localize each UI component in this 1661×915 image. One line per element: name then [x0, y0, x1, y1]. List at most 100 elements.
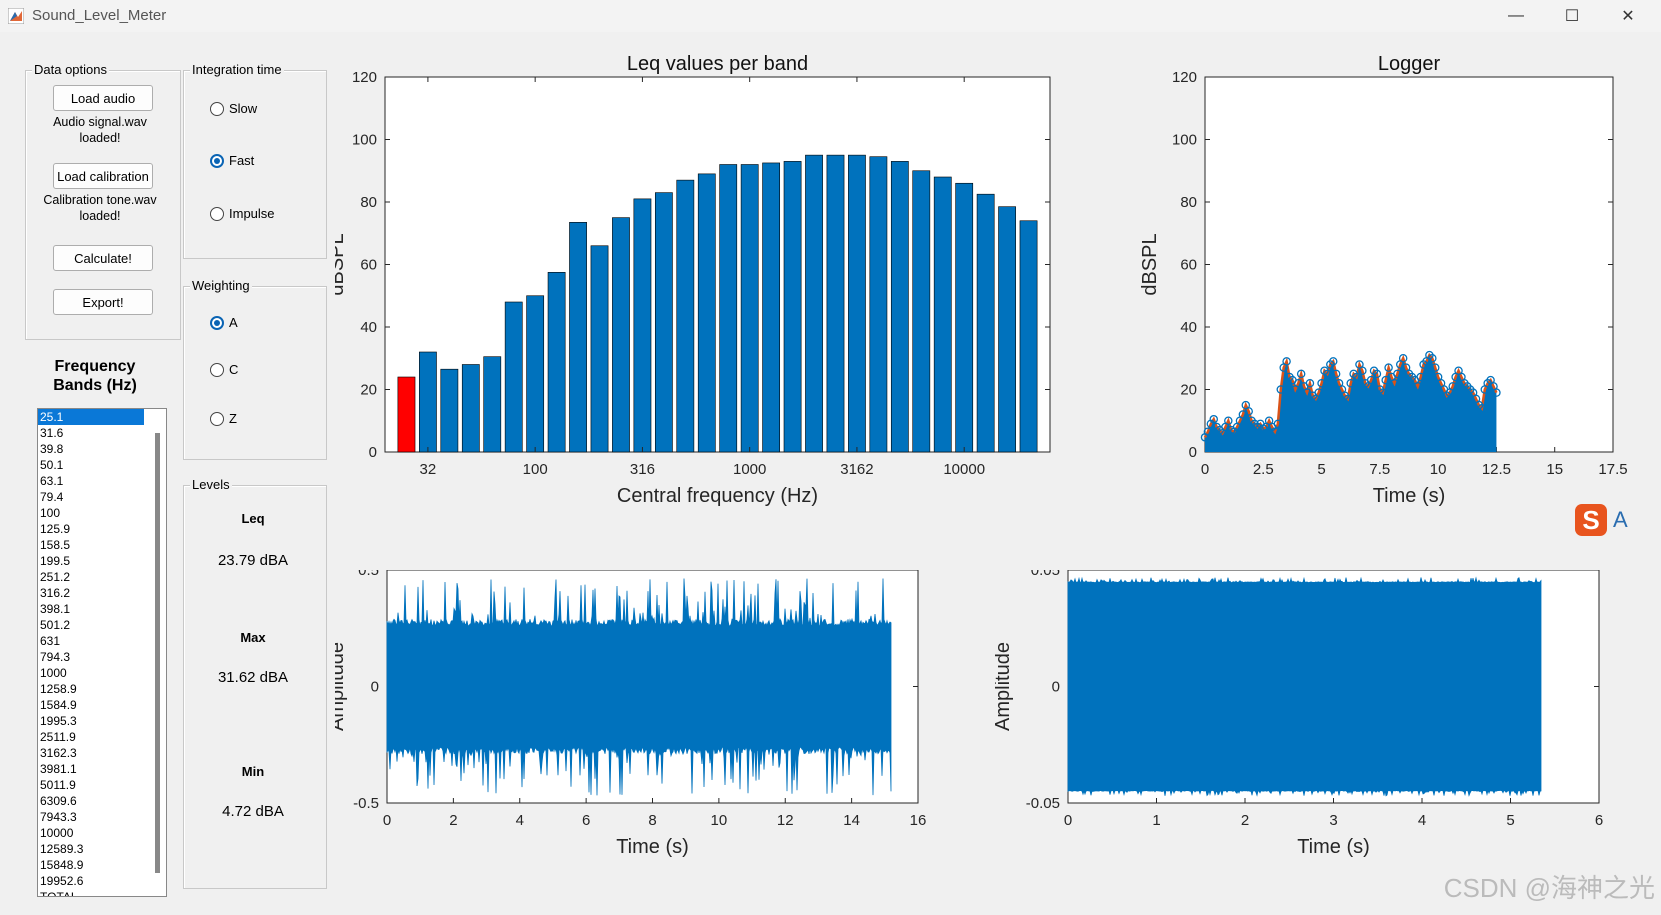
x-axis-label: Time (s) — [616, 836, 689, 858]
weighting-title: Weighting — [190, 278, 252, 293]
y-tick-label: 60 — [360, 257, 377, 274]
frequency-band-item[interactable]: 1000 — [40, 666, 67, 680]
frequency-band-item[interactable]: 631 — [40, 634, 61, 648]
frequency-band-item[interactable]: 1258.9 — [40, 682, 77, 696]
frequency-band-item[interactable]: 158.5 — [40, 538, 71, 552]
logger-marker — [1384, 363, 1393, 372]
radio-c-indicator[interactable] — [210, 362, 224, 377]
logger-marker — [1244, 407, 1253, 416]
leq-bar — [955, 182, 974, 453]
leq-bar — [633, 198, 652, 453]
ime-indicator[interactable]: S A — [1575, 504, 1628, 536]
frequency-band-item[interactable]: 12589.3 — [40, 842, 84, 856]
minimize-button[interactable]: — — [1508, 7, 1524, 24]
logger-marker — [1209, 414, 1218, 424]
radio-a[interactable]: A — [210, 315, 238, 330]
load-audio-button[interactable]: Load audio — [53, 85, 153, 111]
radio-c-label: C — [229, 362, 239, 377]
frequency-band-item[interactable]: 39.8 — [40, 442, 64, 456]
x-tick-label: 4 — [516, 812, 524, 829]
load-calibration-button[interactable]: Load calibration — [53, 163, 153, 189]
frequency-band-item[interactable]: TOTAL — [40, 890, 78, 897]
frequency-band-item[interactable]: 19952.6 — [40, 874, 84, 888]
list-scrollbar[interactable] — [155, 433, 160, 873]
window-title: Sound_Level_Meter — [32, 7, 167, 24]
y-tick-label: 0.5 — [358, 570, 379, 579]
radio-fast-label: Fast — [229, 153, 255, 168]
frequency-band-item[interactable]: 501.2 — [40, 618, 71, 632]
logger-line — [1203, 352, 1498, 438]
x-tick-label: 8 — [648, 812, 656, 829]
logger-marker — [1378, 388, 1388, 397]
frequency-band-item[interactable]: 794.3 — [40, 650, 71, 664]
frequency-bands-title: Frequency Bands (Hz) — [53, 358, 137, 394]
leq-bar — [805, 154, 823, 453]
logger-marker — [1282, 357, 1291, 366]
radio-a-indicator[interactable] — [210, 315, 224, 330]
frequency-band-item[interactable]: 63.1 — [40, 474, 64, 488]
integration-time-panel: Integration time — [183, 62, 327, 259]
export-button[interactable]: Export! — [53, 289, 153, 315]
x-tick-label: 0 — [1201, 461, 1209, 478]
y-axis-label: Amplitude — [995, 642, 1014, 731]
radio-z[interactable]: Z — [210, 411, 237, 426]
x-tick-label: 1000 — [733, 461, 766, 478]
frequency-band-item[interactable]: 251.2 — [40, 570, 71, 584]
y-tick-label: 0 — [371, 679, 379, 696]
radio-fast[interactable]: Fast — [210, 153, 254, 168]
radio-fast-indicator[interactable] — [210, 153, 224, 168]
radio-impulse[interactable]: Impulse — [210, 206, 275, 221]
frequency-band-item[interactable]: 1995.3 — [40, 714, 77, 728]
logger-marker — [1203, 427, 1213, 436]
frequency-bands-list[interactable]: 25.1 31.6 39.8 50.1 63.1 79.4 100 125.9 158.5 199… — [37, 408, 167, 897]
x-tick-label: 17.5 — [1598, 461, 1627, 478]
x-tick-label: 14 — [843, 812, 860, 829]
leq-bar — [654, 192, 673, 453]
logger-marker — [1270, 427, 1280, 436]
close-button[interactable]: ✕ — [1621, 8, 1635, 25]
y-tick-label: 40 — [1180, 319, 1197, 336]
leq-bar — [461, 364, 480, 453]
frequency-band-item[interactable]: 100 — [40, 506, 61, 520]
radio-z-indicator[interactable] — [210, 411, 224, 426]
frequency-band-item[interactable]: 6309.6 — [40, 794, 77, 808]
leq-bar — [890, 161, 909, 453]
frequency-band-item[interactable]: 3981.1 — [40, 762, 77, 776]
x-tick-label: 32 — [420, 461, 437, 478]
y-axis-label: Amplitude — [335, 642, 348, 731]
frequency-band-item[interactable]: 15848.9 — [40, 858, 84, 872]
frequency-band-item[interactable]: 31.6 — [40, 426, 64, 440]
frequency-band-item[interactable]: 3162.3 — [40, 746, 77, 760]
logger-marker — [1346, 378, 1355, 388]
x-tick-label: 5 — [1506, 812, 1514, 829]
frequency-band-item[interactable]: 125.9 — [40, 522, 71, 536]
x-tick-label: 10 — [1430, 461, 1447, 478]
radio-c[interactable]: C — [210, 362, 238, 377]
radio-slow[interactable]: Slow — [210, 101, 257, 116]
radio-impulse-indicator[interactable] — [210, 206, 224, 221]
logger-marker — [1352, 372, 1361, 382]
frequency-band-item[interactable]: 1584.9 — [40, 698, 77, 712]
x-axis-label: Central frequency (Hz) — [617, 485, 818, 507]
logger-marker — [1343, 394, 1353, 404]
frequency-band-item[interactable]: 2511.9 — [40, 730, 76, 744]
logger-marker — [1448, 382, 1457, 391]
frequency-band-item[interactable]: 398.1 — [40, 602, 71, 616]
logger-marker — [1273, 419, 1283, 429]
frequency-band-item[interactable]: 199.5 — [40, 554, 71, 568]
frequency-band-item[interactable]: 7943.3 — [40, 810, 77, 824]
calculate-button[interactable]: Calculate! — [53, 245, 153, 271]
watermark: CSDN @海神之光 — [1443, 873, 1655, 903]
frequency-band-item[interactable]: 10000 — [40, 826, 74, 840]
frequency-band-item[interactable]: 79.4 — [40, 490, 64, 504]
maximize-button[interactable]: ☐ — [1564, 8, 1580, 25]
ime-mode: A — [1613, 507, 1628, 532]
frequency-band-item[interactable]: 316.2 — [40, 586, 71, 600]
radio-slow-indicator[interactable] — [210, 101, 224, 116]
frequency-band-item[interactable]: 5011.9 — [40, 778, 76, 792]
frequency-band-item[interactable]: 25.1 — [38, 409, 144, 425]
levels-panel: Levels — [183, 477, 327, 889]
frequency-band-item[interactable]: 50.1 — [40, 458, 64, 472]
leq-bar — [740, 164, 759, 453]
leq-bar — [762, 162, 781, 453]
